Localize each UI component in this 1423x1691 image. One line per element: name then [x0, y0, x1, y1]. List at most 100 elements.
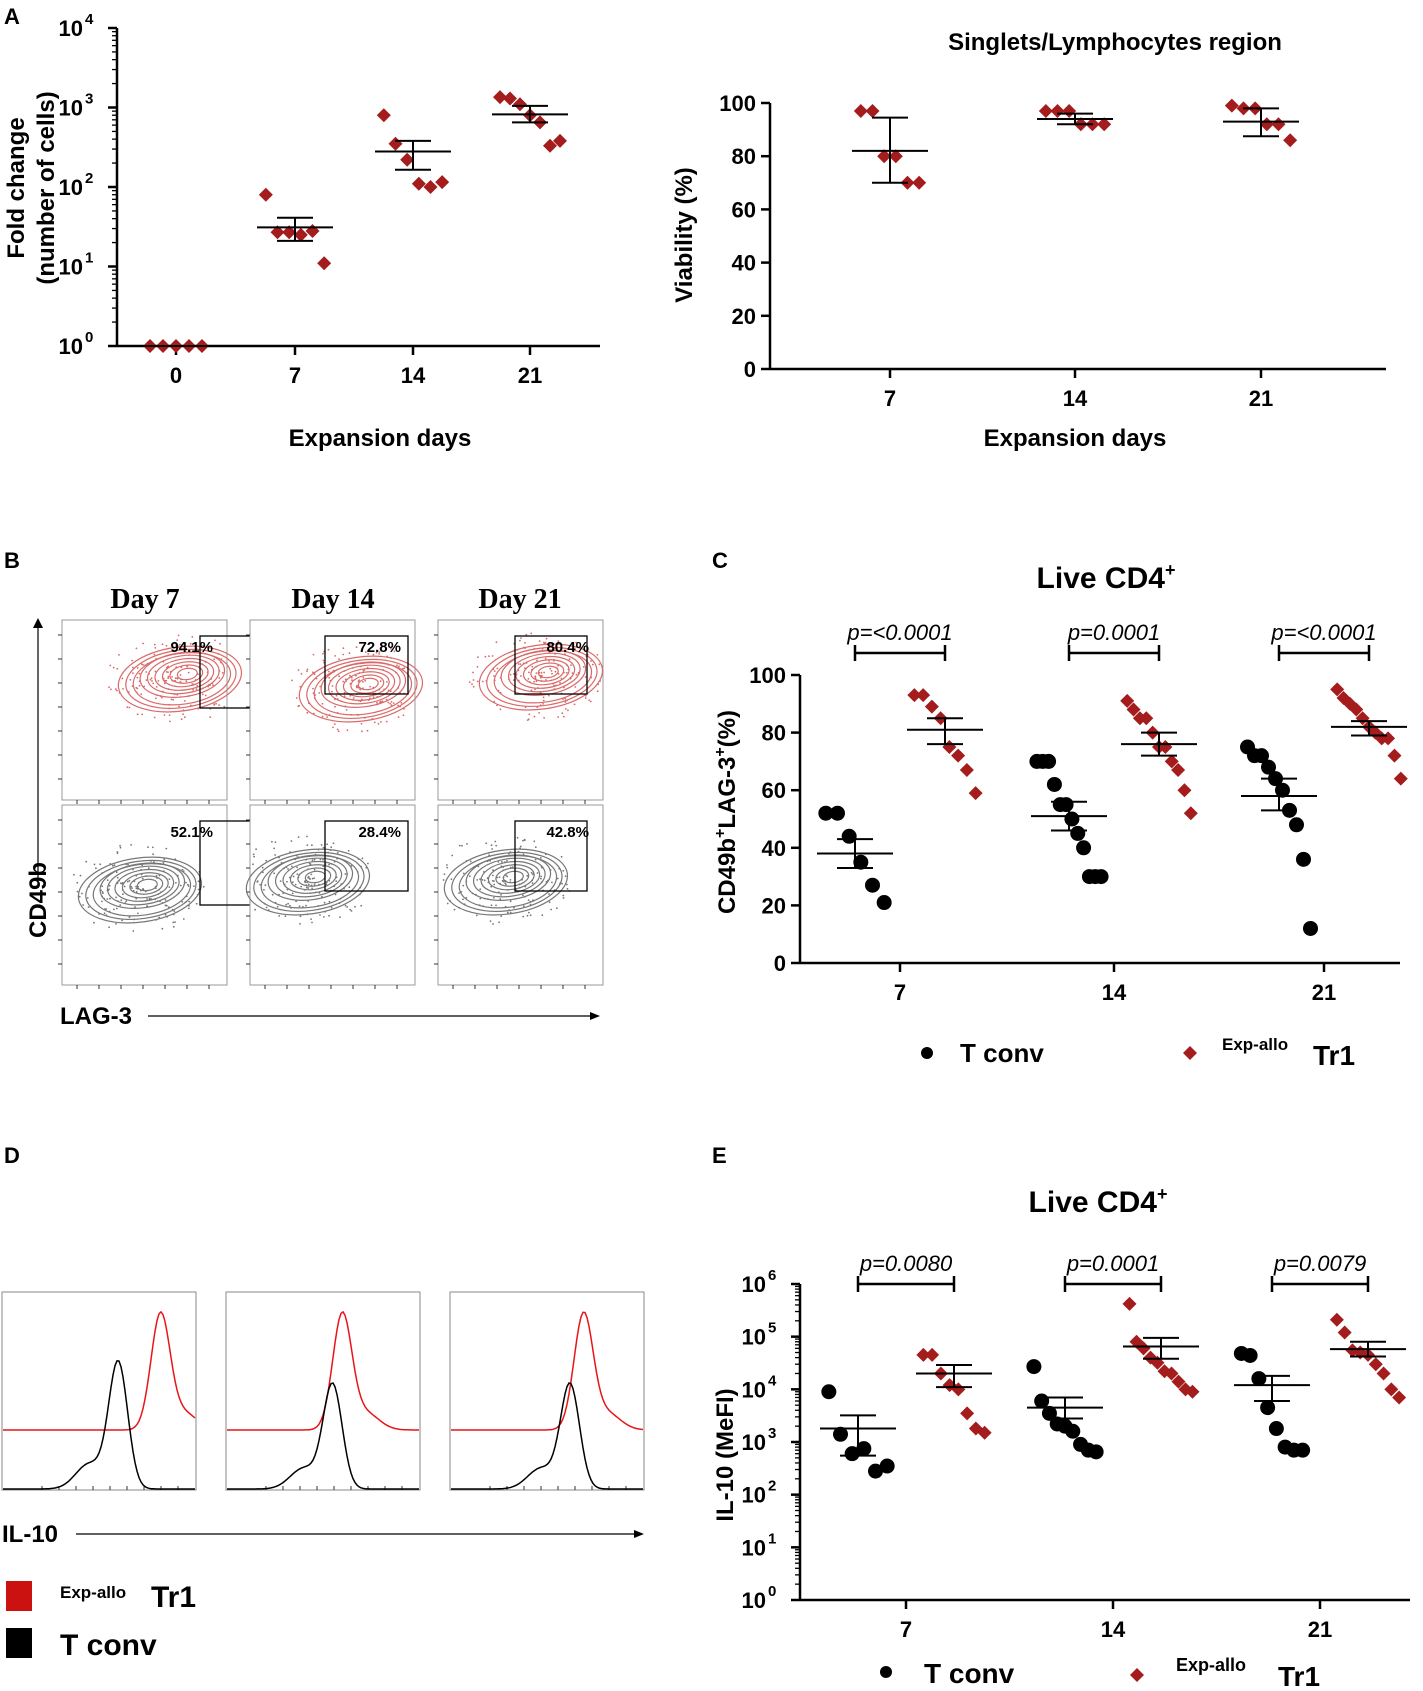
flow-event-dot	[574, 686, 577, 688]
flow-event-dot	[213, 703, 216, 705]
flow-event-dot	[150, 677, 153, 679]
flow-event-dot	[172, 925, 175, 928]
flow-event-dot	[375, 651, 378, 654]
flow-event-dot	[123, 885, 126, 888]
flow-contour-ring	[139, 651, 226, 698]
flow-event-dot	[112, 666, 115, 669]
flow-contour-ring	[522, 659, 570, 686]
x-tick-label: 7	[894, 980, 906, 1005]
flow-event-dot	[321, 895, 323, 898]
flow-event-dot	[132, 666, 134, 669]
flow-event-dot	[385, 720, 388, 723]
y-tick-exponent: 0	[85, 329, 93, 346]
flow-event-dot	[177, 634, 180, 637]
flow-contour-ring	[99, 862, 186, 909]
histogram-curve-tconv	[3, 1359, 195, 1490]
flow-event-dot	[322, 659, 325, 662]
flow-event-dot	[215, 702, 218, 705]
flow-event-dot	[500, 915, 503, 918]
flow-event-dot	[344, 873, 347, 875]
flow-event-dot	[355, 674, 357, 677]
flow-event-dot	[319, 858, 322, 861]
flow-event-dot	[321, 702, 324, 705]
flow-event-dot	[187, 671, 190, 674]
flow-event-dot	[534, 675, 537, 678]
data-point-circle	[1064, 811, 1080, 827]
flow-event-dot	[311, 921, 313, 924]
flow-event-dot	[517, 663, 520, 665]
flow-event-dot	[136, 676, 139, 679]
flow-event-dot	[320, 844, 323, 846]
y-tick-exponent: 1	[85, 250, 93, 267]
flow-event-dot	[584, 697, 587, 699]
x-tick-label: 7	[884, 386, 896, 411]
flow-event-dot	[162, 861, 165, 864]
flow-contour-ring	[480, 860, 541, 894]
flow-event-dot	[330, 906, 333, 909]
flow-gate-percent: 52.1%	[170, 824, 213, 841]
flow-event-dot	[358, 679, 361, 681]
flow-event-dot	[115, 896, 117, 899]
flow-event-dot	[481, 879, 484, 881]
y-tick-exponent: 4	[768, 1372, 777, 1389]
flow-plot-tconv: 28.4%	[245, 804, 416, 989]
flow-event-dot	[533, 680, 536, 683]
flow-event-dot	[347, 849, 350, 852]
flow-event-dot	[289, 904, 291, 907]
flow-event-dot	[387, 701, 390, 704]
flow-event-dot	[499, 898, 502, 900]
flow-event-dot	[323, 901, 326, 904]
panel-label-c: C	[712, 548, 728, 573]
flow-event-dot	[119, 844, 121, 847]
flow-event-dot	[499, 708, 502, 711]
flow-event-dot	[165, 644, 168, 647]
flow-event-dot	[137, 912, 139, 915]
y-tick-label: 10	[59, 334, 83, 359]
data-point-circle	[818, 805, 834, 821]
x-tick-label: 21	[1308, 1617, 1332, 1642]
flow-event-dot	[584, 676, 587, 678]
flow-event-dot	[128, 916, 131, 919]
flow-event-dot	[128, 879, 131, 882]
flow-event-dot	[529, 914, 532, 917]
flow-event-dot	[179, 674, 182, 676]
flow-event-dot	[219, 642, 222, 645]
flow-event-dot	[372, 696, 375, 698]
flow-event-dot	[313, 858, 316, 861]
flow-event-dot	[121, 919, 123, 922]
data-point-circle	[1070, 825, 1086, 841]
flow-event-dot	[554, 670, 557, 673]
flow-event-dot	[492, 869, 494, 871]
flow-gate-percent: 28.4%	[358, 824, 401, 841]
histogram-curve-tr1	[3, 1310, 196, 1431]
y-tick-label: 10	[59, 16, 83, 41]
flow-event-dot	[298, 905, 301, 908]
flow-event-dot	[311, 887, 313, 890]
flow-event-dot	[313, 868, 316, 871]
flow-xlabel: LAG-3	[60, 1003, 132, 1030]
flow-event-dot	[367, 652, 370, 655]
flow-event-dot	[82, 904, 84, 906]
flow-event-dot	[590, 700, 592, 703]
data-point-diamond	[925, 1347, 940, 1362]
flow-event-dot	[348, 652, 351, 655]
flow-event-dot	[76, 881, 79, 884]
flow-event-dot	[322, 652, 324, 655]
flow-event-dot	[535, 680, 538, 683]
flow-event-dot	[369, 685, 371, 688]
y-tick-label: 40	[732, 251, 756, 276]
flow-event-dot	[106, 879, 109, 882]
flow-event-dot	[171, 676, 174, 678]
flow-event-dot	[165, 904, 168, 907]
flow-event-dot	[479, 888, 482, 891]
flow-event-dot	[120, 899, 123, 902]
flow-event-dot	[128, 706, 131, 709]
data-point-diamond	[1330, 682, 1345, 697]
y-tick-label: 60	[732, 197, 756, 222]
y-tick-exponent: 3	[85, 91, 93, 108]
flow-event-dot	[509, 879, 512, 881]
data-point-circle	[1041, 1405, 1057, 1421]
data-point-circle	[1242, 1347, 1258, 1363]
c-title: Live CD4+	[1037, 560, 1176, 595]
data-point-diamond	[1329, 1312, 1344, 1327]
